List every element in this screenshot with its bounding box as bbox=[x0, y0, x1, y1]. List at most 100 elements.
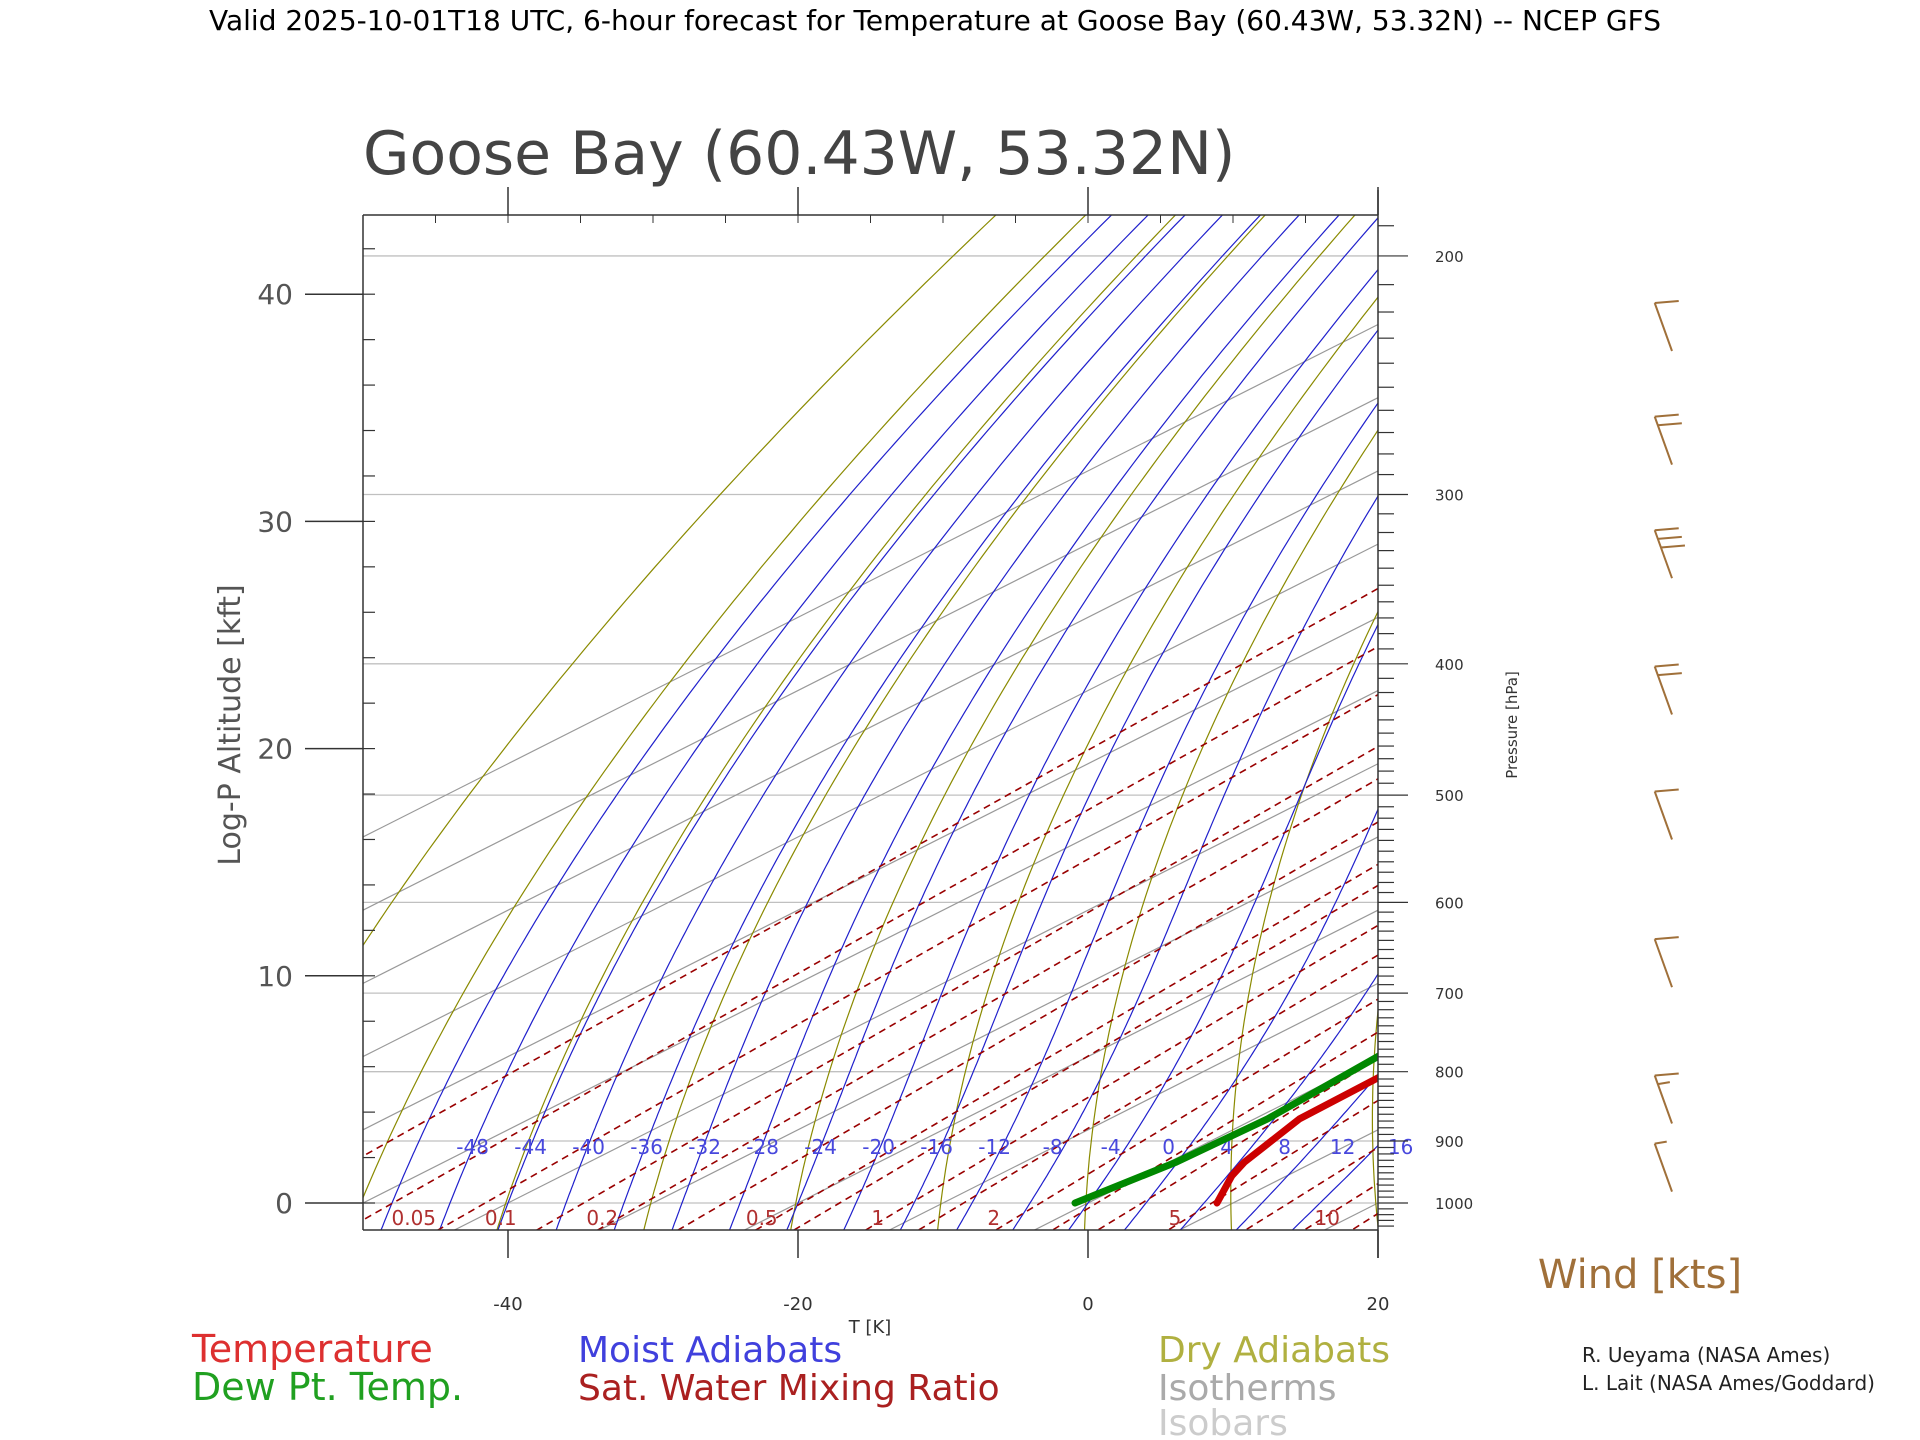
grid-labels: -48 -44 -40 -36 -32 -28 -24 -20 -16 -12 -8 -4 0 4 8 12 1… bbox=[391, 1135, 1413, 1230]
wind-barb bbox=[1653, 527, 1686, 579]
wind-barb-staff bbox=[1653, 666, 1673, 715]
wind-barb-staff bbox=[1653, 938, 1673, 988]
isobar-lines bbox=[363, 255, 1378, 1204]
wind-barb-flag bbox=[1654, 788, 1679, 793]
isotherm-lines bbox=[363, 158, 1920, 1249]
mixing-ratio-label: 0.1 bbox=[485, 1206, 517, 1230]
wind-barb bbox=[1653, 1140, 1673, 1192]
isotherm-line bbox=[1578, 158, 1920, 1249]
wind-barb-staff bbox=[1653, 791, 1673, 840]
isotherm-line bbox=[363, 689, 1378, 1204]
mixing-ratio-line bbox=[994, 998, 1378, 1230]
mixing-ratio-label: 5 bbox=[1169, 1206, 1182, 1230]
moist-adiabat-label: -28 bbox=[746, 1135, 779, 1159]
mixing-ratio-line bbox=[596, 777, 1378, 1230]
legend-temperature: Temperature bbox=[191, 1327, 433, 1371]
y-tick-label: 40 bbox=[257, 278, 293, 311]
wind-barb-staff bbox=[1653, 302, 1673, 352]
mixing-ratio-line bbox=[436, 693, 1378, 1230]
dry-adiabat-line bbox=[496, 215, 1177, 1230]
mixing-ratio-label: 0.2 bbox=[586, 1206, 618, 1230]
legend-mixing-ratio: Sat. Water Mixing Ratio bbox=[578, 1368, 1000, 1409]
mixing-ratio-line bbox=[363, 645, 1378, 1221]
wind-barb bbox=[1653, 1072, 1679, 1124]
mixing-ratio-line bbox=[1473, 158, 1920, 1249]
moist-adiabat-line bbox=[1179, 972, 1378, 1230]
moist-adiabat-line bbox=[613, 215, 1262, 1230]
dry-adiabat-line bbox=[363, 215, 1087, 1200]
moist-adiabat-line bbox=[786, 216, 1378, 1230]
moist-adiabat-line bbox=[1067, 623, 1378, 1230]
isotherm-line bbox=[1178, 1129, 1378, 1230]
wind-barb-flag bbox=[1657, 672, 1682, 677]
wind-barb-flag bbox=[1657, 422, 1682, 427]
wind-barb-flag bbox=[1654, 300, 1679, 304]
dry-adiabat-line bbox=[790, 215, 1356, 1230]
legend-dry-adiabats: Dry Adiabats bbox=[1158, 1330, 1390, 1371]
moist-adiabat-line bbox=[438, 215, 1149, 1230]
mixing-ratio-line bbox=[864, 924, 1378, 1230]
wind-barb-flag bbox=[1654, 1072, 1679, 1077]
dry-adiabat-line bbox=[1230, 610, 1378, 1230]
moist-adiabat-line bbox=[1235, 1073, 1378, 1230]
dry-adiabat-line bbox=[1509, 158, 1842, 1249]
isotherm-line bbox=[743, 909, 1378, 1230]
dry-adiabat-lines bbox=[363, 158, 1920, 1249]
moist-adiabat-label: -36 bbox=[630, 1135, 663, 1159]
moist-adiabat-label: -48 bbox=[456, 1135, 489, 1159]
mixing-ratio-line bbox=[1166, 1099, 1378, 1230]
pressure-tick-label: 500 bbox=[1435, 787, 1464, 805]
legend-isotherms: Isotherms bbox=[1158, 1368, 1336, 1409]
wind-barb bbox=[1653, 300, 1679, 352]
mixing-ratio-line bbox=[792, 884, 1378, 1230]
dry-adiabat-line bbox=[1083, 429, 1378, 1230]
pressure-tick-label: 1000 bbox=[1435, 1195, 1473, 1213]
legend-dewpoint: Dew Pt. Temp. bbox=[192, 1365, 463, 1409]
wind-barb-flag bbox=[1660, 544, 1686, 549]
isotherm-line bbox=[1033, 1055, 1378, 1230]
moist-adiabat-label: -32 bbox=[688, 1135, 721, 1159]
moist-adiabat-line bbox=[555, 215, 1224, 1230]
wind-barb-staff bbox=[1653, 529, 1673, 579]
moist-adiabat-line bbox=[380, 215, 1113, 1230]
credit-line-2: L. Lait (NASA Ames/Goddard) bbox=[1582, 1371, 1875, 1395]
pressure-tick-label: 300 bbox=[1435, 487, 1464, 505]
legend-isobars: Isobars bbox=[1158, 1403, 1288, 1440]
moist-adiabat-line bbox=[728, 215, 1340, 1230]
wind-barb-flag bbox=[1654, 413, 1679, 418]
mixing-ratio-label: 10 bbox=[1315, 1206, 1340, 1230]
wind-barb bbox=[1653, 663, 1682, 715]
mixing-ratio-label: 0.05 bbox=[391, 1206, 436, 1230]
wind-barb-staff bbox=[1653, 1075, 1673, 1124]
wind-barb-flag bbox=[1654, 663, 1679, 668]
dry-adiabat-line bbox=[1642, 158, 1920, 1249]
wind-barb-flag bbox=[1654, 527, 1679, 532]
moist-adiabat-line bbox=[899, 329, 1378, 1230]
moist-adiabat-label: -4 bbox=[1101, 1135, 1121, 1159]
moist-adiabat-label: 8 bbox=[1278, 1135, 1291, 1159]
pressure-tick-label: 900 bbox=[1435, 1133, 1464, 1151]
x-tick-label: -20 bbox=[783, 1294, 812, 1315]
wind-barbs bbox=[1653, 300, 1686, 1192]
temperature-line bbox=[1213, 1073, 1378, 1207]
moist-adiabat-line bbox=[671, 215, 1300, 1230]
mixing-ratio-lines bbox=[363, 158, 1920, 1249]
moist-adiabat-label: -44 bbox=[514, 1135, 547, 1159]
mixing-ratio-label: 0.5 bbox=[746, 1206, 778, 1230]
isotherm-line bbox=[363, 543, 1378, 1058]
mixing-ratio-label: 1 bbox=[871, 1206, 884, 1230]
mixing-ratio-line bbox=[1051, 1031, 1378, 1230]
mixing-ratio-line bbox=[1350, 1212, 1378, 1230]
wind-barb-flag bbox=[1657, 1081, 1670, 1086]
moist-adiabat-label: -20 bbox=[862, 1135, 895, 1159]
moist-adiabat-label: -12 bbox=[978, 1135, 1011, 1159]
isotherm-line bbox=[888, 982, 1378, 1230]
series-layer bbox=[1071, 1052, 1378, 1207]
wind-barb-staff bbox=[1653, 416, 1673, 465]
mixing-ratio-label: 2 bbox=[987, 1206, 1000, 1230]
pressure-tick-label: 700 bbox=[1435, 985, 1464, 1003]
pressure-tick-label: 600 bbox=[1435, 894, 1464, 912]
x-tick-label: 20 bbox=[1367, 1294, 1390, 1315]
